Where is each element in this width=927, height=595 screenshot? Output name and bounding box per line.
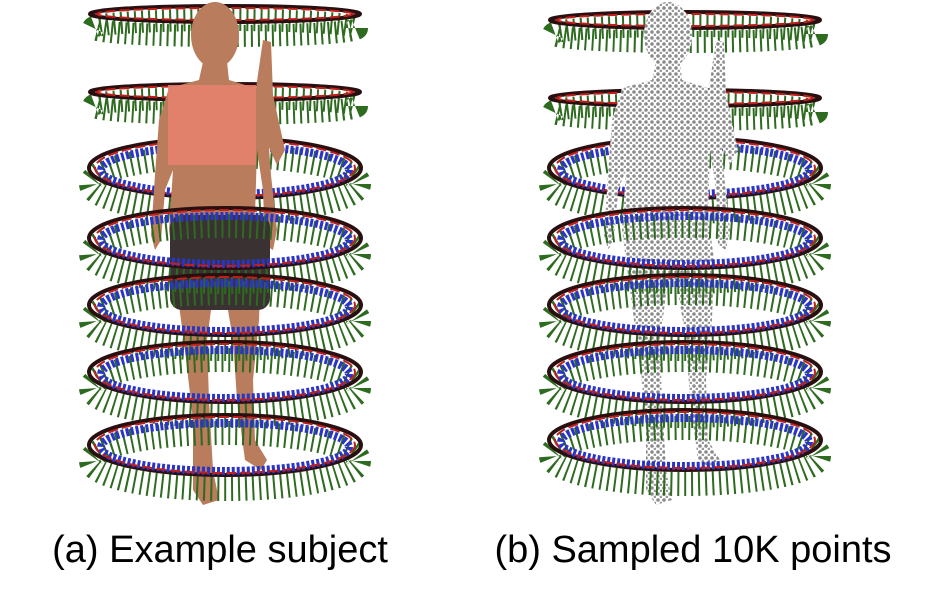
- panel-b: [549, 2, 821, 505]
- caption: (b) Sampled 10K points: [494, 529, 891, 571]
- caption: (a) Example subject: [52, 529, 388, 571]
- panel-a: [89, 2, 361, 505]
